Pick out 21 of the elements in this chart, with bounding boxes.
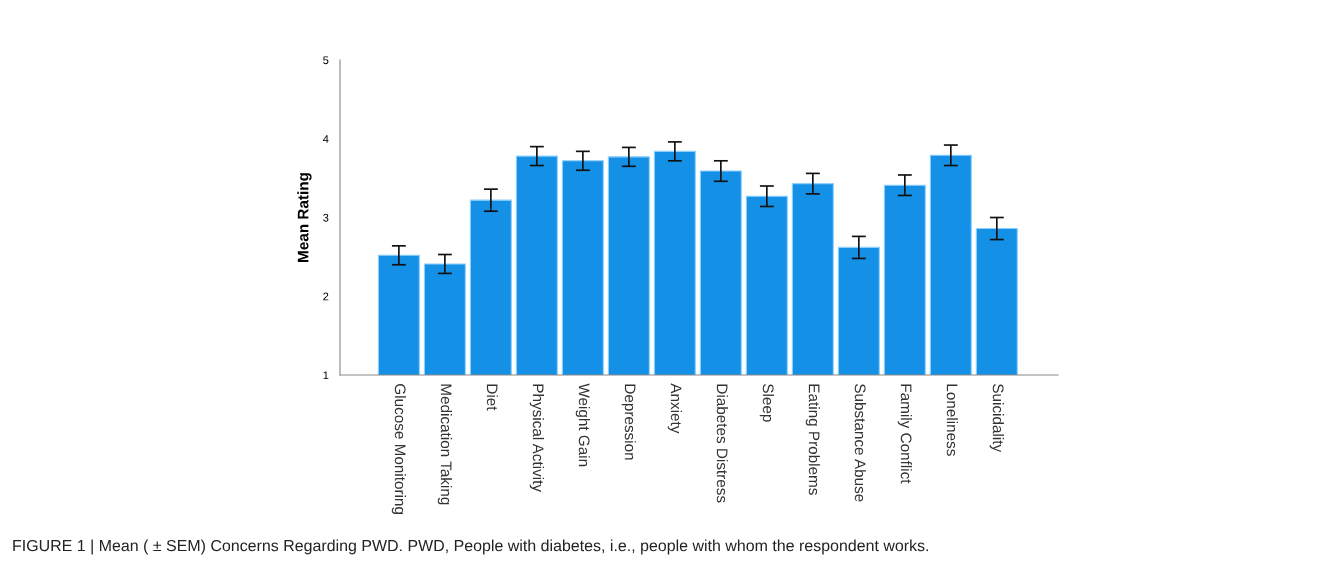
- x-tick-label: Anxiety: [667, 383, 682, 434]
- x-tick-label: Glucose Monitoring: [391, 384, 406, 514]
- y-tick-label: 3: [323, 213, 329, 222]
- x-tick-label: Weight Gain: [575, 383, 590, 467]
- y-tick-label: 5: [323, 56, 329, 65]
- y-axis-title: Mean Rating: [297, 173, 312, 262]
- x-tick-label: Medication Taking: [437, 384, 452, 505]
- x-tick-label: Suicidality: [989, 384, 1004, 453]
- x-tick-label: Physical Activity: [529, 384, 544, 492]
- x-tick-label: Loneliness: [946, 384, 958, 456]
- x-tick-label: Substance Abuse: [854, 384, 866, 502]
- x-tick-label: Depression: [621, 384, 636, 460]
- caption: FIGURE 1 | Mean ( ± SEM) Concerns Regarding PWD. PWD, People with diabetes, i.e., people with whom the respondent works.: [13, 539, 929, 555]
- x-tick-label: Diet: [486, 384, 498, 411]
- y-tick-label: 2: [323, 292, 329, 301]
- y-tick-label: 1: [323, 371, 329, 380]
- y-tick-label: 4: [322, 135, 329, 143]
- x-tick-label: Eating Problems: [805, 384, 820, 495]
- x-tick-label: Sleep: [759, 384, 774, 422]
- x-tick-label: Diabetes Distress: [716, 384, 728, 503]
- x-tick-label: Family Conflict: [897, 384, 912, 484]
